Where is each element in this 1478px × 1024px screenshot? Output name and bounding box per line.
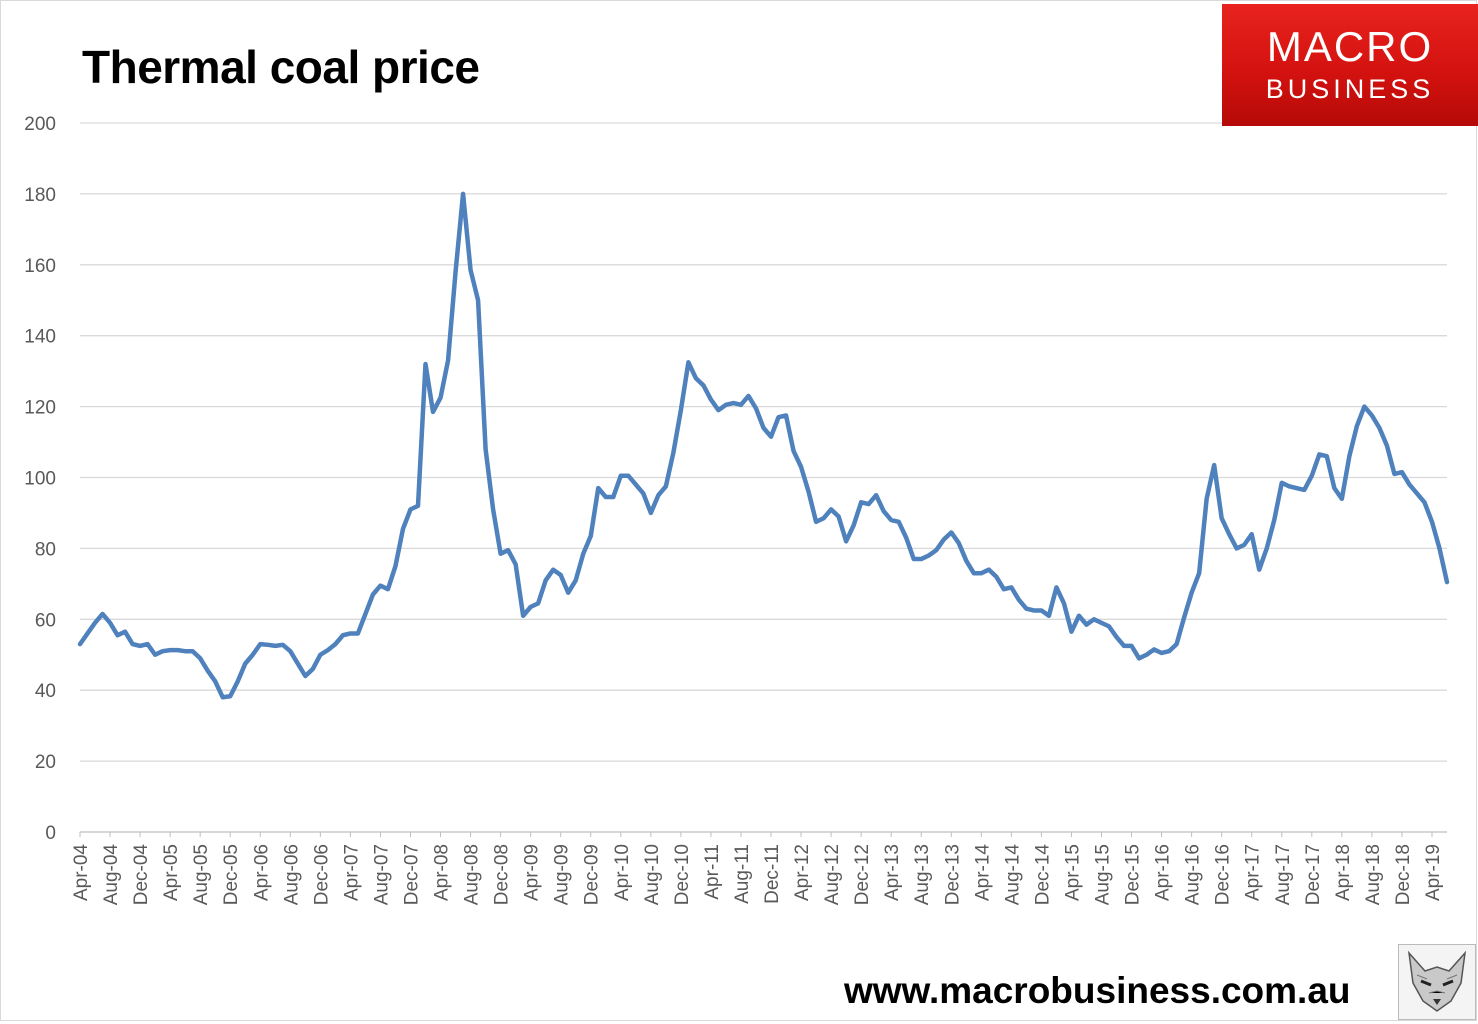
x-tick-label: Apr-06	[251, 844, 272, 901]
x-tick-label: Aug-15	[1092, 844, 1113, 905]
x-tick-label: Apr-18	[1333, 844, 1354, 901]
x-tick-label: Aug-11	[732, 844, 753, 904]
x-tick-label: Aug-10	[642, 844, 663, 905]
y-tick-label: 120	[24, 398, 56, 419]
x-tick-label: Aug-05	[191, 844, 212, 905]
x-tick-label: Aug-18	[1363, 844, 1384, 905]
x-tick-label: Apr-19	[1423, 844, 1444, 901]
logo-line1: MACRO	[1266, 23, 1434, 70]
x-tick-label: Apr-15	[1062, 844, 1083, 901]
x-tick-label: Aug-14	[1002, 844, 1023, 906]
x-tick-label: Aug-13	[912, 844, 933, 905]
x-tick-label: Aug-17	[1273, 844, 1294, 905]
logo-line2: BUSINESS	[1265, 74, 1435, 104]
y-tick-label: 160	[24, 256, 56, 277]
x-tick-label: Apr-09	[522, 844, 543, 901]
macrobusiness-logo: MACRO BUSINESS	[1222, 4, 1478, 126]
x-tick-label: Apr-13	[882, 844, 903, 901]
x-tick-label: Aug-16	[1183, 844, 1204, 905]
x-tick-label: Dec-07	[401, 844, 422, 905]
x-tick-label: Dec-11	[762, 844, 783, 904]
x-tick-label: Apr-14	[972, 844, 993, 901]
y-tick-label: 20	[35, 752, 56, 773]
y-tick-label: 60	[35, 610, 56, 631]
x-tick-label: Dec-14	[1032, 844, 1053, 906]
x-tick-label: Dec-10	[672, 844, 693, 905]
x-axis-ticks: Apr-04 Aug-04 Dec-04 Apr-05 Aug-05 Dec-05 Apr-…	[71, 832, 1444, 905]
website-url: www.macrobusiness.com.au	[844, 970, 1351, 1011]
x-tick-label: Aug-08	[462, 844, 483, 905]
y-tick-label: 100	[24, 469, 56, 490]
x-tick-label: Dec-13	[942, 844, 963, 905]
x-tick-label: Apr-11	[702, 844, 723, 900]
y-tick-label: 140	[24, 327, 56, 348]
x-tick-label: Apr-05	[161, 844, 182, 901]
gridlines	[80, 122, 1447, 833]
x-tick-label: Apr-10	[612, 844, 633, 901]
x-tick-label: Dec-17	[1303, 844, 1324, 905]
x-tick-label: Apr-08	[432, 844, 453, 901]
y-tick-label: 40	[35, 681, 56, 702]
series-layer	[77, 191, 1450, 700]
fox-icon	[1398, 944, 1476, 1020]
x-tick-label: Apr-04	[71, 844, 92, 901]
x-tick-label: Dec-16	[1213, 844, 1234, 905]
x-tick-label: Dec-18	[1393, 844, 1414, 905]
x-tick-label: Dec-06	[311, 844, 332, 905]
x-tick-label: Dec-09	[582, 844, 603, 905]
x-tick-label: Apr-12	[792, 844, 813, 901]
series-line-thermal-coal	[77, 191, 1450, 700]
x-tick-label: Aug-07	[371, 844, 392, 905]
y-tick-label: 80	[35, 539, 56, 560]
x-tick-label: Aug-04	[101, 844, 122, 906]
x-tick-label: Aug-09	[552, 844, 573, 905]
x-tick-label: Dec-05	[221, 844, 242, 905]
x-tick-label: Aug-06	[281, 844, 302, 905]
y-tick-label: 0	[45, 823, 56, 844]
x-tick-label: Apr-16	[1153, 844, 1174, 901]
y-tick-label: 200	[24, 114, 56, 135]
y-tick-label: 180	[24, 185, 56, 206]
x-tick-label: Dec-08	[492, 844, 513, 905]
x-tick-label: Dec-04	[131, 844, 152, 906]
x-tick-label: Apr-07	[341, 844, 362, 901]
x-tick-label: Aug-12	[822, 844, 843, 905]
y-axis-ticks: 0 20 40 60 80 100 120 140 160 180 200	[24, 114, 56, 844]
chart-title: Thermal coal price	[82, 41, 480, 93]
x-tick-label: Apr-17	[1243, 844, 1264, 901]
x-tick-label: Dec-15	[1123, 844, 1144, 905]
x-tick-label: Dec-12	[852, 844, 873, 905]
